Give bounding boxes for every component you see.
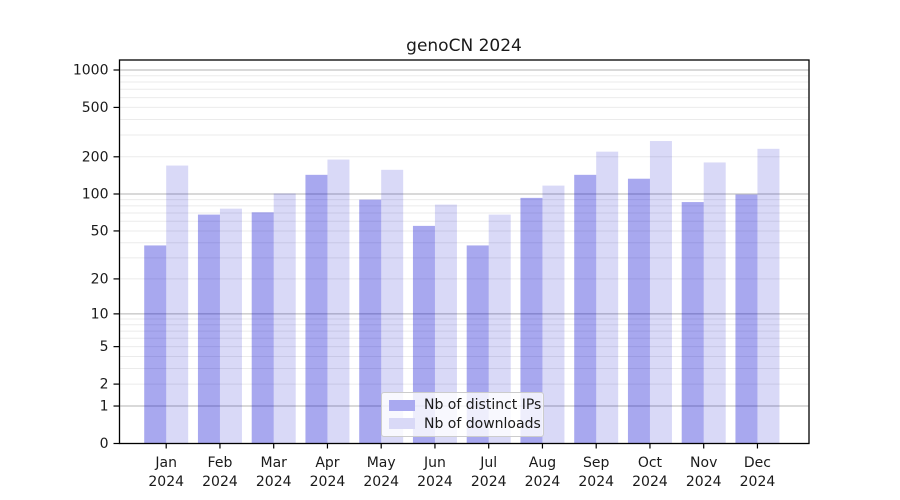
chart-title: genoCN 2024 bbox=[406, 36, 522, 56]
bar-jun-distinct-ips bbox=[412, 225, 435, 443]
x-tick-label-month: Apr bbox=[315, 455, 339, 471]
y-tick-label: 5 bbox=[100, 339, 109, 355]
legend-label-downloads: Nb of downloads bbox=[424, 415, 541, 432]
x-tick-label-month: Jul bbox=[479, 455, 497, 471]
bar-feb-downloads bbox=[219, 208, 242, 443]
bar-may-distinct-ips bbox=[359, 199, 382, 443]
x-tick-label-month: Dec bbox=[744, 455, 771, 471]
bar-apr-distinct-ips bbox=[305, 174, 328, 443]
x-tick-label-year: 2024 bbox=[525, 474, 561, 490]
bar-aug-distinct-ips bbox=[520, 197, 543, 443]
bar-jul-downloads bbox=[488, 214, 511, 443]
x-tick-label-month: Jun bbox=[423, 455, 446, 471]
bar-may-downloads bbox=[381, 169, 404, 443]
x-tick-label-year: 2024 bbox=[578, 474, 614, 490]
x-tick-label-month: Nov bbox=[690, 455, 717, 471]
bar-mar-downloads bbox=[273, 193, 296, 443]
x-tick-label-year: 2024 bbox=[686, 474, 722, 490]
x-tick-label-month: Sep bbox=[583, 455, 610, 471]
x-tick-label-year: 2024 bbox=[740, 474, 776, 490]
y-tick-label: 50 bbox=[91, 223, 109, 239]
bar-oct-downloads bbox=[649, 141, 672, 443]
bar-feb-distinct-ips bbox=[197, 214, 220, 443]
y-tick-label: 2 bbox=[100, 377, 109, 393]
bar-mar-distinct-ips bbox=[251, 212, 274, 443]
bar-jan-distinct-ips bbox=[144, 245, 167, 443]
y-tick-label: 1000 bbox=[73, 63, 109, 79]
x-tick-label-month: Oct bbox=[638, 455, 663, 471]
bar-sep-downloads bbox=[596, 151, 619, 443]
bar-sep-distinct-ips bbox=[574, 174, 597, 443]
x-tick-label-year: 2024 bbox=[256, 474, 292, 490]
y-tick-label: 20 bbox=[91, 271, 109, 287]
x-tick-label-year: 2024 bbox=[148, 474, 184, 490]
legend: Nb of distinct IPs Nb of downloads bbox=[381, 392, 544, 437]
bar-dec-distinct-ips bbox=[735, 194, 758, 443]
bar-apr-downloads bbox=[327, 159, 350, 443]
plot-border bbox=[118, 59, 810, 445]
y-tick-label: 100 bbox=[82, 186, 109, 202]
bar-dec-downloads bbox=[757, 148, 780, 443]
x-tick-label-year: 2024 bbox=[417, 474, 453, 490]
bar-oct-distinct-ips bbox=[627, 178, 650, 444]
y-tick-label: 1 bbox=[100, 399, 109, 415]
y-tick-label: 200 bbox=[82, 149, 109, 165]
x-tick-label-month: Aug bbox=[529, 455, 556, 471]
bar-jan-downloads bbox=[166, 165, 189, 443]
bar-jun-downloads bbox=[434, 204, 457, 443]
x-tick-label-year: 2024 bbox=[363, 474, 399, 490]
x-tick-label-year: 2024 bbox=[632, 474, 668, 490]
x-tick-label-year: 2024 bbox=[471, 474, 507, 490]
x-tick-label-year: 2024 bbox=[202, 474, 238, 490]
legend-label-distinct-ips: Nb of distinct IPs bbox=[424, 397, 542, 414]
legend-swatch-distinct-ips-icon bbox=[389, 399, 415, 411]
legend-item-distinct-ips: Nb of distinct IPs bbox=[389, 397, 541, 413]
y-tick-label: 0 bbox=[100, 436, 109, 452]
x-tick-label-month: Feb bbox=[208, 455, 233, 471]
legend-swatch-downloads-icon bbox=[389, 418, 415, 430]
bar-aug-downloads bbox=[542, 185, 565, 443]
legend-item-downloads: Nb of downloads bbox=[389, 416, 541, 432]
bar-nov-distinct-ips bbox=[681, 202, 704, 443]
y-tick-label: 10 bbox=[91, 306, 109, 322]
y-tick-label: 500 bbox=[82, 100, 109, 116]
x-tick-label-month: Mar bbox=[260, 455, 287, 471]
x-tick-label-month: Jan bbox=[154, 455, 177, 471]
x-tick-label-month: May bbox=[367, 455, 396, 471]
bar-nov-downloads bbox=[703, 162, 726, 443]
x-tick-label-year: 2024 bbox=[310, 474, 346, 490]
